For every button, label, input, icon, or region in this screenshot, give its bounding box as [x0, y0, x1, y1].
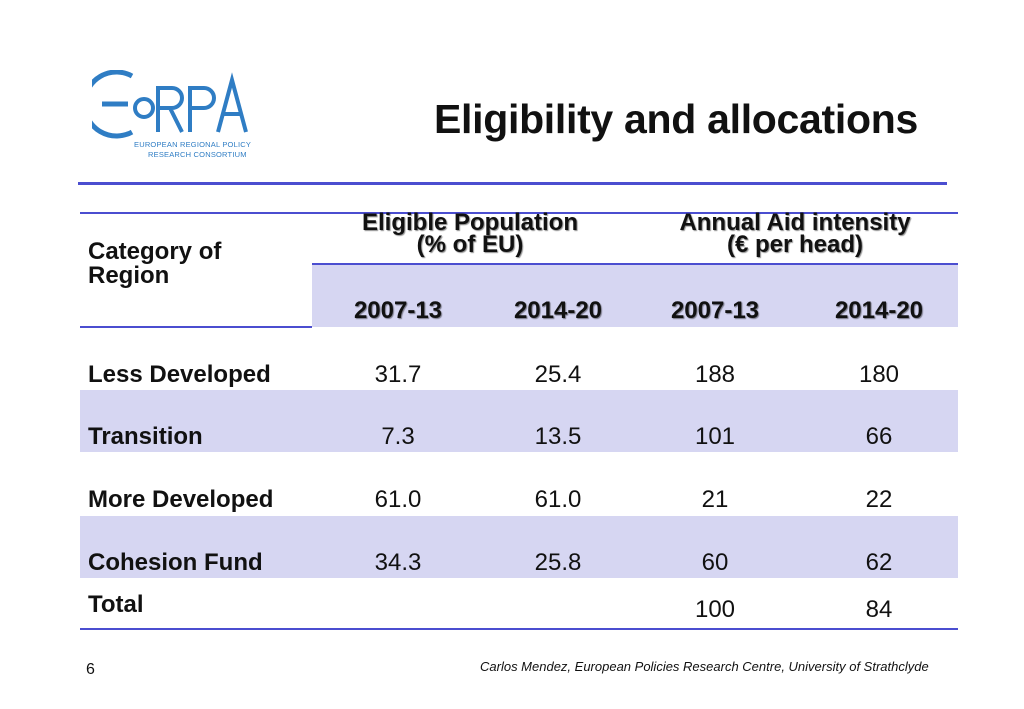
group-header-population: Eligible Population (% of EU) [318, 209, 622, 258]
row-band-cohesion [80, 516, 958, 578]
group-header-rule [312, 263, 958, 265]
row-band-transition [80, 390, 958, 452]
year-header: 2007-13 [353, 297, 443, 324]
group-header-aid-line2: (€ per head) [726, 231, 864, 258]
footer-credit: Carlos Mendez, European Policies Researc… [480, 659, 929, 674]
year-header: 2007-13 [670, 297, 760, 324]
page-number: 6 [86, 661, 95, 678]
table-cell: 34.3 [374, 549, 422, 576]
year-header: 2014-20 [834, 297, 924, 324]
table-cell: 61.0 [534, 486, 582, 513]
table-cell: 21 [701, 486, 729, 513]
group-header-population-line1: Eligible Population [362, 209, 578, 236]
year-header: 2014-20 [513, 297, 603, 324]
table-cell: 61.0 [374, 486, 422, 513]
group-header-aid-line1: Annual Aid intensity [679, 209, 911, 236]
table-bottom-rule [80, 628, 958, 630]
category-header: Category of Region [88, 240, 221, 288]
table-cell: 101 [694, 423, 736, 450]
logo-tagline-2: RESEARCH CONSORTIUM [148, 150, 247, 159]
category-header-line2: Region [88, 262, 170, 289]
table-cell: 62 [865, 549, 893, 576]
category-header-line1: Category of [88, 238, 222, 265]
eorpa-logo-mark [92, 70, 248, 139]
table-cell: 25.8 [534, 549, 582, 576]
eorpa-logo: EUROPEAN REGIONAL POLICY RESEARCH CONSOR… [92, 70, 252, 166]
logo-tagline-1: EUROPEAN REGIONAL POLICY [134, 140, 252, 149]
total-label: Total [88, 591, 144, 618]
group-header-population-line2: (% of EU) [416, 231, 524, 258]
slide-title: Eligibility and allocations [434, 96, 918, 142]
table-cell: 84 [865, 596, 893, 623]
category-rule [80, 326, 312, 328]
row-label: Less Developed [88, 361, 271, 388]
table-cell: 66 [865, 423, 893, 450]
table-cell: 25.4 [534, 361, 582, 388]
table-cell: 180 [858, 361, 900, 388]
table-cell: 31.7 [374, 361, 422, 388]
row-label: Transition [88, 423, 203, 450]
row-label: More Developed [88, 486, 274, 513]
row-label: Cohesion Fund [88, 549, 263, 576]
table-top-rule [80, 212, 958, 214]
table-cell: 13.5 [534, 423, 582, 450]
year-header-band [312, 265, 958, 327]
table-cell: 188 [694, 361, 736, 388]
table-cell: 22 [865, 486, 893, 513]
group-header-aid: Annual Aid intensity (€ per head) [640, 209, 950, 258]
table-cell: 100 [694, 596, 736, 623]
table-cell: 7.3 [381, 423, 415, 450]
title-divider [78, 182, 947, 185]
table-cell: 60 [701, 549, 729, 576]
